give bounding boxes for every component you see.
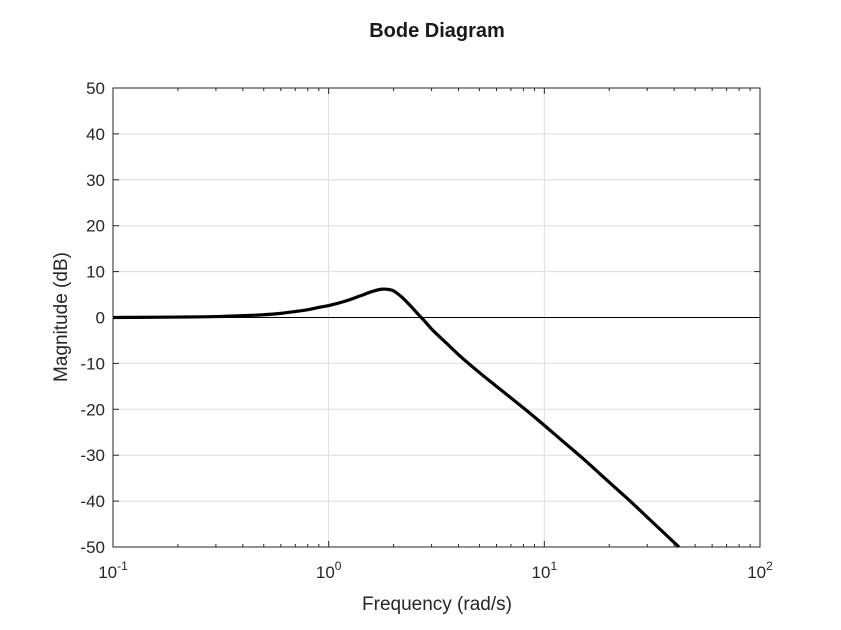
magnitude-series-line (112, 287, 681, 549)
y-tick-label: -50 (80, 538, 105, 557)
plot-frame (112, 87, 761, 548)
x-tick-label: 101 (532, 559, 558, 582)
y-tick-label: 10 (86, 263, 105, 282)
series-layer (112, 287, 681, 549)
y-tick-label: -20 (80, 400, 105, 419)
x-tick-labels: 10-1 100 101 102 (98, 559, 773, 582)
y-tick-label: -30 (80, 446, 105, 465)
y-tick-label: 40 (86, 125, 105, 144)
y-tick-label: 0 (96, 309, 105, 328)
y-tick-label: 30 (86, 171, 105, 190)
x-tick-label: 102 (747, 559, 773, 582)
y-tick-label: 50 (86, 79, 105, 98)
x-tick-label: 10-1 (98, 559, 128, 582)
x-axis-label: Frequency (rad/s) (362, 594, 512, 615)
x-tick-label: 100 (316, 559, 342, 582)
chart-title: Bode Diagram (369, 20, 505, 42)
y-tick-label: 20 (86, 217, 105, 236)
y-tick-label: -10 (80, 354, 105, 373)
y-tick-label: -40 (80, 492, 105, 511)
y-tick-labels: 50 40 30 20 10 0 -10 -20 -30 -40 -50 (80, 79, 105, 557)
y-axis-label: Magnitude (dB) (51, 252, 72, 382)
